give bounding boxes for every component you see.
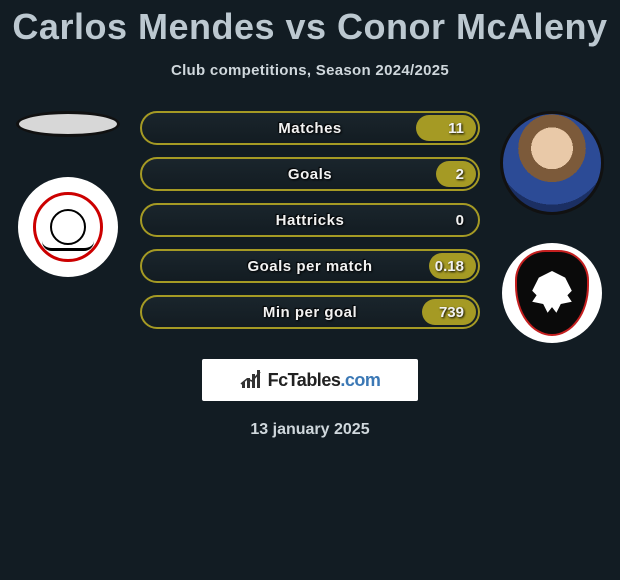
page-title: Carlos Mendes vs Conor McAleny bbox=[0, 0, 620, 48]
stat-label: Matches bbox=[278, 120, 342, 137]
fleetwood-crest-icon bbox=[33, 192, 103, 262]
stat-value-right: 739 bbox=[439, 304, 464, 321]
right-column bbox=[492, 111, 612, 343]
club-badge-left bbox=[18, 177, 118, 277]
player-avatar-right bbox=[500, 111, 604, 215]
left-column bbox=[8, 111, 128, 277]
stat-bar-fill-right bbox=[416, 115, 476, 141]
stat-label: Hattricks bbox=[276, 212, 345, 229]
stat-label: Min per goal bbox=[263, 304, 357, 321]
brand-name: FcTables bbox=[268, 370, 341, 390]
player-avatar-left bbox=[16, 111, 120, 137]
stat-bar: Hattricks 0 bbox=[140, 203, 480, 237]
stat-bar: Matches 11 bbox=[140, 111, 480, 145]
comparison-infographic: Carlos Mendes vs Conor McAleny Club comp… bbox=[0, 0, 620, 580]
stat-label: Goals bbox=[288, 166, 332, 183]
subtitle: Club competitions, Season 2024/2025 bbox=[0, 62, 620, 79]
stat-bar: Goals 2 bbox=[140, 157, 480, 191]
stat-value-right: 0 bbox=[456, 212, 464, 229]
stat-bar: Min per goal 739 bbox=[140, 295, 480, 329]
date: 13 january 2025 bbox=[0, 421, 620, 439]
club-badge-right bbox=[502, 243, 602, 343]
main-row: Matches 11 Goals 2 Hattricks 0 Goals per match… bbox=[0, 111, 620, 341]
bar-chart-icon bbox=[240, 370, 262, 390]
brand-domain: .com bbox=[340, 370, 380, 390]
stat-value-right: 0.18 bbox=[435, 258, 464, 275]
stat-label: Goals per match bbox=[247, 258, 372, 275]
brand-text: FcTables.com bbox=[268, 370, 381, 391]
watermark-brand: FcTables.com bbox=[202, 359, 418, 401]
stat-bar: Goals per match 0.18 bbox=[140, 249, 480, 283]
salford-crest-icon bbox=[515, 250, 589, 336]
stat-value-right: 2 bbox=[456, 166, 464, 183]
stat-bars: Matches 11 Goals 2 Hattricks 0 Goals per match… bbox=[140, 111, 480, 341]
stat-value-right: 11 bbox=[448, 120, 464, 137]
